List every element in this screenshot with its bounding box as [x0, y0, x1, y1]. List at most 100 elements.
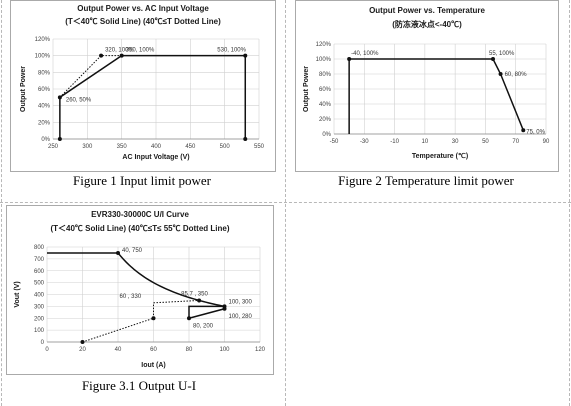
y-tick-label: 0 — [41, 340, 45, 346]
data-point-marker — [491, 57, 495, 61]
x-axis-label: Iout (A) — [141, 362, 166, 369]
x-axis-label: AC Input Voltage (V) — [122, 154, 189, 161]
x-tick-label: 50 — [482, 139, 489, 145]
x-tick-label: 30 — [452, 139, 459, 145]
data-label: 80, 200 — [193, 323, 214, 329]
x-tick-label: 0 — [45, 347, 49, 353]
data-point-marker — [80, 340, 85, 344]
x-tick-label: 90 — [543, 139, 550, 145]
data-point-marker — [521, 128, 526, 133]
series-line-dotted-1 — [59, 55, 122, 98]
chart-frame-temp: Output Power vs. Temperature (防冻液冰点<-40℃)… — [295, 0, 559, 172]
figure-3-caption: Figure 3.1 Output U-I — [81, 378, 197, 393]
data-point-marker — [99, 53, 104, 58]
y-tick-label: 700 — [34, 257, 45, 263]
x-tick-label: 100 — [219, 347, 230, 353]
chart-subtitle: (T＜40℃ Solid Line) (40℃≤T Dotted Line) — [65, 17, 221, 26]
data-point-marker — [57, 137, 62, 141]
data-label: 350, 100% — [126, 48, 155, 54]
chart-frame-input: Output Power vs. AC Input Voltage (T＜40℃ … — [10, 0, 276, 172]
x-tick-label: 70 — [512, 139, 519, 145]
x-tick-label: 80 — [186, 347, 193, 353]
series-line-solid-2 — [188, 305, 226, 320]
data-label: 60, 80% — [505, 72, 528, 78]
x-tick-label: 20 — [79, 347, 86, 353]
data-point-marker — [197, 298, 202, 303]
y-tick-label: 500 — [34, 281, 45, 287]
data-point-marker — [243, 53, 248, 58]
chart-subtitle: (防冻液冰点<-40℃) — [392, 19, 462, 29]
y-tick-label: 0% — [322, 132, 331, 138]
data-point-marker — [347, 57, 352, 61]
y-tick-label: 100% — [35, 54, 51, 60]
x-axis-label: Temperature (℃) — [412, 152, 468, 160]
data-label: 55, 100% — [489, 51, 515, 57]
series-line-solid-1 — [117, 252, 225, 308]
data-label: 320, 100% — [105, 48, 134, 54]
data-point-marker — [151, 316, 156, 321]
data-point-marker — [498, 72, 503, 76]
chart-title: Output Power vs. AC Input Voltage — [77, 4, 209, 13]
data-point-marker — [187, 316, 191, 321]
data-point-marker — [116, 250, 120, 255]
data-point-marker — [243, 137, 248, 141]
x-tick-label: 250 — [48, 144, 59, 150]
data-label: 60 , 330 — [120, 294, 142, 300]
y-tick-label: 0% — [41, 137, 50, 143]
x-tick-label: 60 — [150, 347, 157, 353]
y-tick-label: 600 — [34, 269, 45, 275]
series-line-dotted-4 — [82, 302, 154, 343]
y-tick-label: 100 — [34, 328, 45, 334]
data-label: 100, 300 — [229, 299, 253, 305]
series-line-solid-0 — [348, 58, 524, 134]
y-tick-label: 40% — [319, 102, 332, 108]
chart-title: EVR330-30000C U/I Curve — [91, 210, 189, 219]
y-tick-label: 120% — [35, 37, 51, 43]
y-axis-label: Vout (V) — [14, 281, 21, 307]
data-point-marker — [119, 53, 124, 58]
y-axis-label: Output Power — [303, 66, 310, 112]
chart-input-limit-power: Output Power vs. AC Input Voltage (T＜40℃ … — [20, 4, 265, 161]
y-tick-label: 40% — [38, 104, 51, 110]
y-tick-label: 100% — [316, 57, 332, 63]
data-label: 100, 280 — [229, 314, 253, 320]
y-tick-label: 20% — [38, 120, 51, 126]
y-tick-label: 120% — [316, 42, 332, 48]
data-label: -40, 100% — [351, 51, 379, 57]
chart-frame-ui: EVR330-30000C U/I Curve (T＜40℃ Solid Line… — [6, 205, 274, 375]
table-column-divider — [285, 0, 286, 406]
y-tick-label: 300 — [34, 304, 45, 310]
data-label: 260, 50% — [66, 97, 92, 103]
data-point-marker — [222, 306, 227, 311]
figure-2-caption: Figure 2 Temperature limit power — [338, 173, 514, 188]
x-tick-label: 550 — [254, 144, 265, 150]
table-right-border — [569, 0, 570, 406]
chart-subtitle: (T＜40℃ Solid Line) (40℃≤T≤ 55℃ Dotted Li… — [50, 224, 229, 233]
chart-temperature-limit-power: Output Power vs. Temperature (防冻液冰点<-40℃)… — [303, 6, 550, 160]
x-tick-label: 10 — [422, 139, 429, 145]
y-tick-label: 60% — [38, 87, 51, 93]
y-tick-label: 80% — [38, 70, 51, 76]
figure-1-caption: Figure 1 Input limit power — [73, 173, 211, 188]
x-tick-label: 350 — [117, 144, 128, 150]
x-tick-label: 500 — [220, 144, 231, 150]
x-tick-label: 40 — [115, 347, 122, 353]
y-tick-label: 200 — [34, 316, 45, 322]
data-label: 530, 100% — [217, 48, 246, 54]
data-label: 40, 750 — [122, 248, 143, 254]
x-tick-label: 300 — [82, 144, 93, 150]
chart-output-ui-curve: EVR330-30000C U/I Curve (T＜40℃ Solid Line… — [14, 210, 266, 369]
y-axis-label: Output Power — [20, 66, 27, 112]
data-label: 75, 0% — [526, 129, 545, 135]
data-point-marker — [57, 95, 62, 100]
x-tick-label: -50 — [330, 139, 339, 145]
table-left-border — [1, 0, 2, 406]
x-tick-label: -10 — [390, 139, 399, 145]
series-line-dotted-3 — [153, 299, 200, 304]
x-tick-label: 450 — [185, 144, 196, 150]
y-tick-label: 400 — [34, 293, 45, 299]
y-tick-label: 60% — [319, 87, 332, 93]
y-tick-label: 20% — [319, 117, 332, 123]
y-tick-label: 80% — [319, 72, 332, 78]
data-label: 85.7 , 350 — [181, 291, 208, 297]
